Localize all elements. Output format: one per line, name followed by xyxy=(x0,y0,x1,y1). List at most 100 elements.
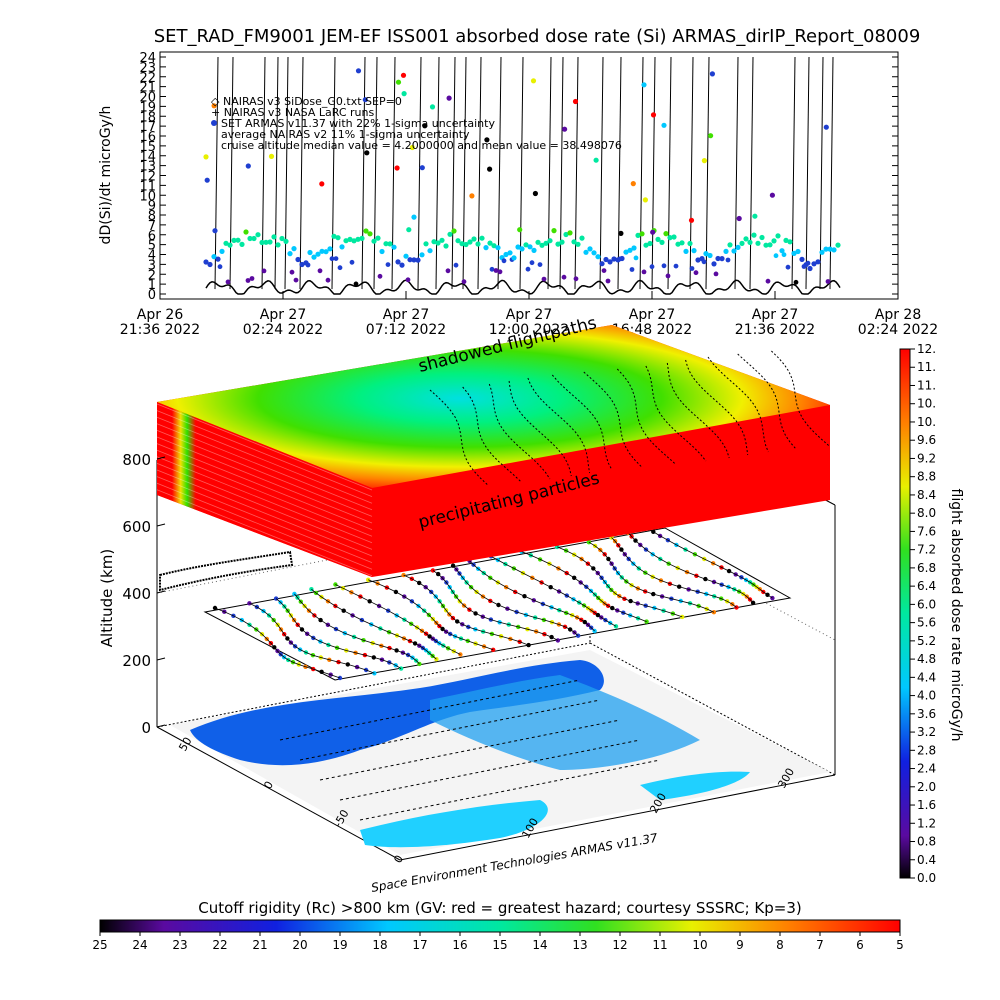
dose-colorbar-tick-label: 8.8 xyxy=(917,470,936,484)
armas-point xyxy=(371,238,377,244)
armas-outlier-point xyxy=(701,158,708,164)
orbit-track-line xyxy=(368,579,494,651)
orbit-3d-panel: shadowed flightpaths precipitating parti… xyxy=(98,313,836,895)
armas-point xyxy=(611,256,617,262)
armas-point xyxy=(387,241,393,247)
armas-outlier-point xyxy=(364,150,370,156)
dose-spike-line xyxy=(331,56,336,290)
dose-rate-y-axis-label: dD(Si)/dt microGy/h xyxy=(98,106,114,245)
dose-colorbar-ticks: 0.0 0.4 0.8 1.2 1.6 2.0 2.4 2.8 3.2 3.6 4.0 4.4 4.8 5… xyxy=(910,342,936,885)
y-tick-label: 3 xyxy=(148,258,156,273)
armas-outlier-point xyxy=(661,122,667,128)
rigidity-colorbar-tick-label: 17 xyxy=(412,938,427,952)
armas-point xyxy=(319,248,325,254)
armas-point xyxy=(325,277,331,283)
armas-point xyxy=(747,239,753,245)
armas-outlier-point xyxy=(212,228,218,234)
dose-colorbar-tick-label: 9.2 xyxy=(917,451,936,465)
y-tick-label: 1 xyxy=(148,278,156,293)
armas-outlier-point xyxy=(203,154,209,160)
orbit-track-line xyxy=(294,593,420,665)
y-tick-label: 5 xyxy=(148,239,156,254)
armas-point xyxy=(463,241,469,248)
armas-point xyxy=(561,274,567,280)
dose-spike-line xyxy=(651,56,656,290)
armas-point xyxy=(523,242,529,248)
orbit-track-line xyxy=(275,598,402,669)
armas-point xyxy=(591,250,597,256)
legend-entry-average-nairas: average NAIRAS v2 11% 1-sigma uncertaint… xyxy=(221,128,470,141)
y-tick-label: 7 xyxy=(148,219,156,234)
armas-outlier-point xyxy=(469,193,475,199)
armas-point xyxy=(607,259,613,265)
orbit-track-line xyxy=(521,551,647,622)
armas-point xyxy=(791,250,797,256)
latitude-tick-label: 50 xyxy=(176,735,194,754)
dose-spike-line xyxy=(417,56,422,290)
dose-colorbar-tick-label: 3.6 xyxy=(917,707,936,721)
shell-stripe xyxy=(156,469,373,557)
armas-point xyxy=(495,245,501,251)
armas-point xyxy=(759,234,765,241)
rigidity-colorbar-tick-label: 23 xyxy=(172,938,187,952)
armas-point xyxy=(541,276,547,282)
armas-point xyxy=(283,238,289,244)
armas-point xyxy=(231,237,237,243)
radiation-shell-tracks xyxy=(429,350,830,486)
shell-stripe xyxy=(156,482,373,570)
radiation-shell-left-face xyxy=(157,402,372,577)
armas-point xyxy=(447,231,453,237)
armas-outlier-point xyxy=(709,71,716,77)
orbit-track-line xyxy=(311,588,437,660)
armas-point xyxy=(227,242,233,248)
armas-point xyxy=(451,228,457,234)
armas-outlier-point xyxy=(395,79,402,85)
orbit-track-line xyxy=(469,560,595,632)
orbit-track-line xyxy=(490,555,617,627)
shell-track-line xyxy=(583,371,643,468)
rigidity-colorbar-bar xyxy=(99,919,901,933)
armas-point xyxy=(543,240,549,246)
armas-point xyxy=(323,249,329,255)
armas-point xyxy=(787,239,793,245)
armas-point xyxy=(643,242,649,248)
armas-outlier-point xyxy=(211,103,217,109)
armas-point xyxy=(489,266,495,272)
armas-point xyxy=(343,238,349,244)
orbit-track-point xyxy=(401,572,406,578)
y-tick-label: 13 xyxy=(139,160,156,175)
armas-point xyxy=(475,241,481,247)
armas-point xyxy=(567,230,573,236)
y-tick-label: 23 xyxy=(139,61,156,76)
dose-colorbar-tick-label: 2.0 xyxy=(917,780,936,794)
armas-point xyxy=(219,248,225,254)
armas-point xyxy=(467,239,473,245)
armas-point xyxy=(247,235,253,242)
dose-colorbar-tick-label: 0.4 xyxy=(917,853,936,867)
y-tick-label: 15 xyxy=(139,140,156,155)
shell-stripe xyxy=(156,456,373,544)
rigidity-colorbar-tick-label: 24 xyxy=(132,938,147,952)
legend-entry-cruise-stats: cruise altitude median value = 4.2000000… xyxy=(221,139,622,152)
altitude-tick-mark xyxy=(156,523,166,527)
armas-point xyxy=(627,247,633,253)
armas-point xyxy=(531,247,537,253)
armas-point xyxy=(751,232,757,238)
armas-point xyxy=(683,248,689,254)
armas-point xyxy=(403,253,409,259)
armas-outlier-point xyxy=(823,124,829,130)
armas-outlier-point xyxy=(572,98,579,105)
armas-point xyxy=(263,239,269,245)
armas-point xyxy=(555,241,561,247)
armas-outlier-point xyxy=(642,197,649,203)
dose-colorbar-tick-label: 1.6 xyxy=(917,798,936,812)
armas-point xyxy=(563,231,569,238)
dose-colorbar-tick-label: 10. xyxy=(917,415,936,429)
legend-entry-nairas-larc: + NAIRAS v3 NASA LaRC runs xyxy=(211,106,374,119)
rigidity-colorbar-tick-label: 14 xyxy=(532,938,547,952)
armas-point xyxy=(271,234,277,240)
y-tick-label: 20 xyxy=(139,91,156,106)
armas-point xyxy=(727,242,733,248)
armas-point xyxy=(779,248,785,254)
armas-outlier-point xyxy=(708,133,714,139)
